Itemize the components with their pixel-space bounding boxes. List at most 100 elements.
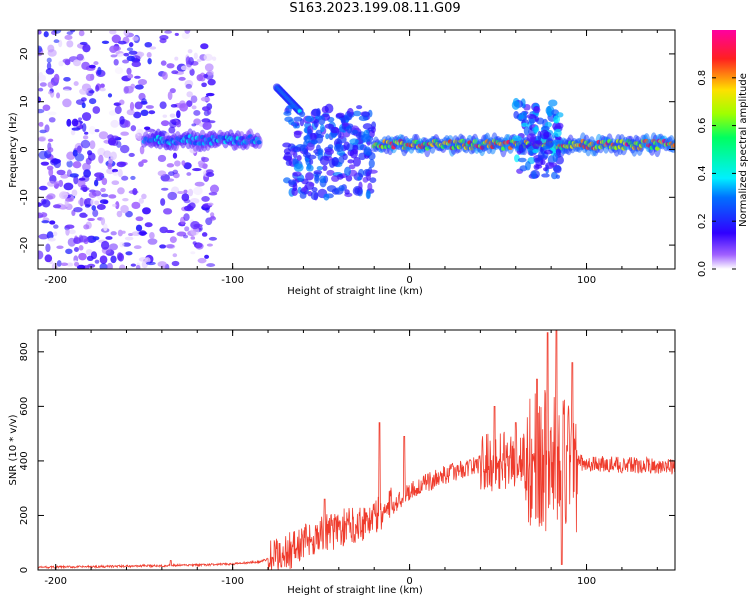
spectral-noise-blob bbox=[100, 83, 105, 89]
spectral-noise-blob bbox=[100, 187, 106, 193]
spectral-noise-blob bbox=[84, 131, 89, 135]
spectral-noise-blob bbox=[186, 172, 192, 176]
spectral-noise-blob bbox=[111, 139, 119, 147]
spectral-noise-blob bbox=[124, 236, 134, 241]
spectral-cluster-blob bbox=[553, 115, 560, 124]
spectral-noise-blob bbox=[190, 226, 200, 236]
spectral-cluster-blob bbox=[309, 132, 317, 141]
spectral-noise-blob bbox=[160, 120, 170, 127]
spectral-noise-blob bbox=[170, 103, 178, 108]
spectral-noise-blob bbox=[159, 244, 167, 249]
spectral-noise-blob bbox=[126, 55, 135, 62]
spectral-noise-blob bbox=[182, 234, 189, 239]
spectral-noise-blob bbox=[56, 245, 64, 250]
colorbar-tick-label: 0.4 bbox=[697, 165, 708, 181]
spectral-noise-blob bbox=[203, 73, 209, 79]
spectral-noise-blob bbox=[74, 153, 85, 162]
spectral-noise-blob bbox=[120, 204, 129, 214]
spectral-cluster-blob bbox=[311, 108, 321, 117]
spectral-noise-blob bbox=[101, 40, 110, 45]
spectral-noise-blob bbox=[128, 50, 138, 55]
spectral-noise-blob bbox=[209, 216, 217, 221]
spectrogram-xlabel: Height of straight line (km) bbox=[287, 286, 423, 297]
figure-title: S163.2023.199.08.11.G09 bbox=[289, 1, 461, 16]
spectral-cluster-blob bbox=[283, 151, 293, 162]
spectral-noise-blob bbox=[130, 175, 136, 180]
spectral-noise-blob bbox=[38, 108, 45, 114]
spectral-cluster-blob bbox=[548, 99, 558, 107]
spectral-noise-blob bbox=[143, 126, 151, 131]
spectral-cluster-blob bbox=[319, 124, 325, 133]
spectral-noise-blob bbox=[149, 46, 157, 50]
spectral-noise-blob bbox=[48, 117, 56, 123]
spectral-noise-blob bbox=[54, 180, 60, 185]
snr-chart: -200 -100 0 100 0 200 400 600 800 Height of stra… bbox=[8, 329, 676, 596]
spectral-noise-blob bbox=[117, 253, 125, 262]
spectral-noise-blob bbox=[184, 226, 190, 232]
spectral-cluster-blob bbox=[518, 144, 524, 154]
spectral-noise-blob bbox=[164, 30, 172, 34]
spectral-noise-blob bbox=[116, 210, 123, 218]
spectral-noise-blob bbox=[81, 61, 90, 70]
spectral-noise-blob bbox=[49, 220, 56, 225]
spectral-noise-blob bbox=[99, 87, 106, 92]
spectral-noise-blob bbox=[180, 65, 188, 71]
spectral-noise-blob bbox=[110, 255, 117, 264]
spectral-noise-blob bbox=[144, 41, 153, 48]
spectral-noise-blob bbox=[94, 259, 100, 264]
spectral-noise-blob bbox=[74, 261, 80, 267]
spectral-cluster-blob bbox=[318, 115, 326, 126]
spectral-noise-blob bbox=[186, 91, 193, 98]
spectral-noise-blob bbox=[117, 53, 126, 59]
spectral-noise-blob bbox=[193, 186, 203, 196]
spectral-noise-blob bbox=[118, 99, 125, 105]
spectral-noise-blob bbox=[201, 232, 208, 237]
spectral-cluster-blob bbox=[282, 142, 292, 148]
spectral-noise-blob bbox=[125, 210, 133, 218]
spectral-noise-blob bbox=[190, 236, 196, 240]
spectral-cluster-blob bbox=[358, 181, 363, 190]
spectral-noise-blob bbox=[79, 235, 89, 243]
spectral-noise-blob bbox=[78, 30, 85, 37]
spectral-noise-blob bbox=[108, 194, 117, 199]
spectral-noise-blob bbox=[159, 34, 169, 40]
spectral-noise-blob bbox=[138, 198, 144, 204]
spectral-noise-blob bbox=[112, 203, 117, 207]
spectral-noise-blob bbox=[196, 58, 202, 63]
spectral-cluster-blob bbox=[319, 175, 327, 184]
spectral-cluster-blob bbox=[338, 185, 345, 192]
spectral-noise-blob bbox=[206, 243, 214, 247]
spectral-noise-blob bbox=[121, 230, 126, 234]
spectral-cluster-blob bbox=[555, 174, 560, 179]
spectral-cluster-blob bbox=[537, 151, 545, 161]
spectral-noise-blob bbox=[38, 30, 42, 35]
snr-xlabel: Height of straight line (km) bbox=[287, 585, 423, 596]
spectral-noise-blob bbox=[38, 74, 47, 82]
spectral-noise-blob bbox=[109, 243, 119, 251]
spectral-noise-blob bbox=[207, 202, 214, 206]
spectral-noise-blob bbox=[205, 172, 215, 177]
spectral-cluster-blob bbox=[292, 146, 302, 153]
spectral-cluster-blob bbox=[534, 116, 539, 122]
spectral-noise-blob bbox=[60, 262, 69, 267]
spectral-cluster-blob bbox=[305, 157, 311, 166]
spectral-noise-blob bbox=[71, 118, 79, 127]
spectral-cluster-blob bbox=[330, 126, 340, 134]
spectral-cluster-blob bbox=[349, 138, 359, 145]
spectrogram-ytick-label: -20 bbox=[19, 237, 30, 253]
spectral-cluster-blob bbox=[343, 141, 350, 151]
spectral-cluster-blob bbox=[543, 167, 549, 172]
spectral-cluster-blob bbox=[302, 147, 308, 154]
spectral-noise-blob bbox=[133, 245, 142, 249]
spectral-cluster-blob bbox=[346, 113, 353, 121]
spectral-noise-blob bbox=[73, 207, 83, 213]
spectral-cluster-blob bbox=[365, 190, 371, 200]
spectral-cluster-blob bbox=[314, 174, 320, 184]
colorbar-tick-label: 0.6 bbox=[697, 118, 708, 134]
spectral-cluster-blob bbox=[521, 122, 528, 128]
spectral-noise-blob bbox=[63, 182, 74, 191]
spectral-noise-blob bbox=[141, 193, 147, 200]
spectral-noise-blob bbox=[138, 257, 149, 262]
spectral-noise-blob bbox=[167, 191, 178, 201]
spectral-cluster-blob bbox=[293, 122, 298, 129]
